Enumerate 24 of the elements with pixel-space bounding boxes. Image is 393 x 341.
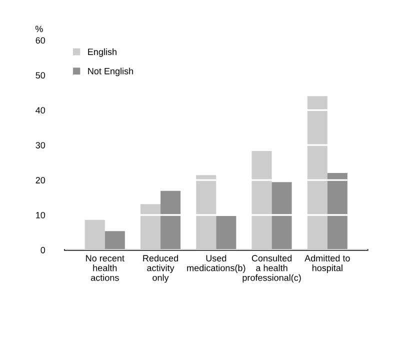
- bar: [140, 204, 161, 250]
- x-tick-label: Used medications(b): [187, 254, 246, 273]
- y-tick-label: 10: [36, 212, 46, 218]
- y-tick-label: 30: [36, 142, 46, 148]
- bar: [196, 175, 216, 250]
- y-tick-label: 0: [40, 246, 46, 254]
- bar: [327, 173, 348, 250]
- bar: [104, 231, 125, 250]
- x-tick-label: Reduced activity only: [143, 254, 178, 283]
- y-tick-label: 50: [36, 72, 46, 79]
- y-axis-title: %: [35, 26, 43, 32]
- bar: [307, 96, 328, 250]
- y-tick-label: 60: [36, 37, 46, 44]
- bar: [84, 220, 105, 250]
- bar: [160, 190, 181, 250]
- x-tick-label: No recent health actions: [86, 255, 124, 281]
- legend-label: English: [88, 48, 116, 57]
- bar: [272, 182, 292, 250]
- y-tick-label: 20: [36, 177, 46, 184]
- legend-label: Not English: [88, 68, 133, 76]
- y-tick-label: 40: [36, 107, 46, 114]
- bar: [252, 151, 272, 250]
- bar: [216, 216, 236, 250]
- x-tick-label: Admitted to hospital: [304, 254, 350, 273]
